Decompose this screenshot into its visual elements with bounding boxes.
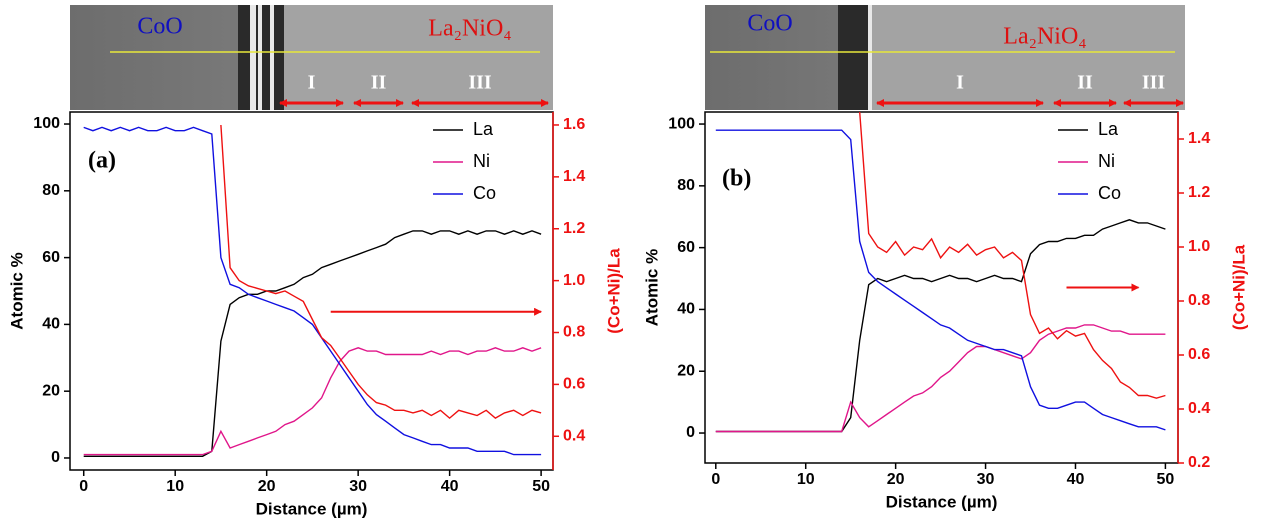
y2-tick-label: 1.6 [563,116,585,133]
x-tick-label: 30 [349,478,367,495]
y-tick-label: 80 [42,182,60,199]
y2-axis-label: (Co+Ni)/La [604,248,623,334]
x-axis-label: Distance (µm) [256,499,368,518]
legend-label: Co [1098,183,1121,203]
phase-label: La₂NiO₄ [428,16,511,42]
series-line [220,124,542,420]
series-line [859,111,1166,399]
series-line [715,129,1166,431]
phase-label: CoO [137,14,182,40]
y2-tick-label: 0.2 [1188,454,1210,471]
y-tick-label: 20 [677,362,695,379]
y2-tick-label: 1.0 [563,272,585,289]
x-tick-label: 20 [887,471,905,488]
region-label: II [371,72,387,94]
y-tick-label: 60 [42,249,60,266]
sem-interface [838,5,870,110]
legend-label: La [1098,119,1119,139]
y2-tick-label: 1.2 [1188,184,1210,201]
y-tick-label: 40 [677,301,695,318]
phase-label: La₂NiO₄ [1003,24,1086,50]
y-tick-label: 60 [677,239,695,256]
phase-label: CoO [747,11,792,37]
x-axis-label: Distance (µm) [886,492,998,511]
sem-phase [284,5,553,110]
y2-tick-label: 1.0 [1188,238,1210,255]
y2-tick-label: 1.4 [563,168,585,185]
y-tick-label: 40 [42,316,60,333]
series-line [83,126,542,456]
y-tick-label: 80 [677,177,695,194]
x-tick-label: 50 [1157,471,1175,488]
x-tick-label: 50 [532,478,550,495]
region-label: I [956,72,964,94]
region-label: III [1142,72,1166,94]
sem-streak [868,5,872,110]
x-tick-label: 30 [977,471,995,488]
legend-label: Ni [473,151,490,171]
y-axis-label: Atomic % [7,252,26,329]
panel-label: (b) [722,166,751,192]
legend-label: Co [473,183,496,203]
y-tick-label: 0 [686,424,695,441]
legend-label: La [473,119,494,139]
y2-tick-label: 0.4 [563,427,585,444]
y-tick-label: 100 [668,115,695,132]
sem-phase [870,5,1185,110]
sem-streak [270,5,274,110]
y2-tick-label: 0.8 [563,324,585,341]
y-axis-label: Atomic % [642,249,661,326]
series-line [715,324,1166,433]
x-tick-label: 0 [79,478,88,495]
region-label: I [308,72,316,94]
region-label: II [1077,72,1093,94]
y2-tick-label: 1.2 [563,220,585,237]
series-line [83,230,542,457]
sem-streak [258,5,262,110]
series-line [83,347,542,456]
y-tick-label: 20 [42,382,60,399]
y-tick-label: 0 [51,449,60,466]
y2-axis-label: (Co+Ni)/La [1229,244,1248,330]
y-tick-label: 100 [33,115,60,132]
legend-label: Ni [1098,151,1115,171]
y2-tick-label: 1.4 [1188,130,1210,147]
x-tick-label: 40 [441,478,459,495]
x-tick-label: 40 [1067,471,1085,488]
x-tick-label: 10 [797,471,815,488]
region-label: III [468,72,492,94]
x-tick-label: 0 [711,471,720,488]
series-line [715,219,1166,433]
panel-label: (a) [88,148,116,174]
y2-tick-label: 0.4 [1188,400,1210,417]
x-tick-label: 10 [166,478,184,495]
y2-tick-label: 0.6 [1188,346,1210,363]
x-tick-label: 20 [258,478,276,495]
y2-tick-label: 0.8 [1188,292,1210,309]
y2-tick-label: 0.6 [563,376,585,393]
sem-streak [250,5,256,110]
